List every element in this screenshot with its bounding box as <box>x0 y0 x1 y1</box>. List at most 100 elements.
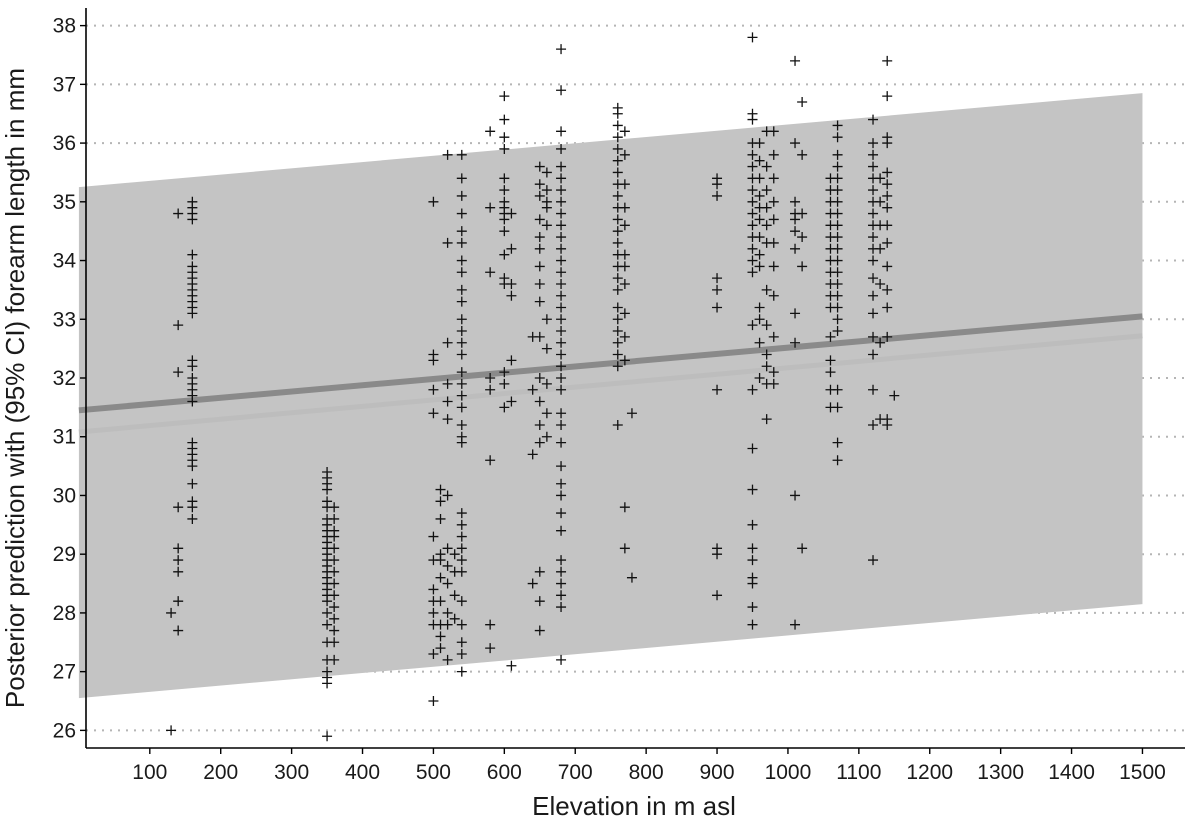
data-point <box>712 273 723 284</box>
data-point <box>747 443 758 454</box>
data-point <box>329 566 340 577</box>
x-tick-label: 500 <box>416 761 451 784</box>
data-point <box>485 455 496 466</box>
data-point <box>534 419 545 430</box>
data-point <box>556 232 567 243</box>
data-point <box>875 337 886 348</box>
data-point <box>868 290 879 301</box>
data-point <box>442 396 453 407</box>
data-point <box>754 261 765 272</box>
data-point <box>612 273 623 284</box>
data-point <box>456 378 467 389</box>
data-point <box>541 408 552 419</box>
data-point <box>442 619 453 630</box>
x-tick-label: 300 <box>274 761 309 784</box>
data-point <box>534 396 545 407</box>
data-point <box>612 190 623 201</box>
data-point <box>612 419 623 430</box>
data-point <box>506 660 517 671</box>
data-point <box>747 220 758 231</box>
data-point <box>485 126 496 137</box>
data-point <box>797 543 808 554</box>
data-point <box>832 267 843 278</box>
data-point <box>619 126 630 137</box>
data-point <box>456 237 467 248</box>
data-point <box>534 261 545 272</box>
data-point <box>435 643 446 654</box>
data-point <box>442 543 453 554</box>
data-point <box>442 237 453 248</box>
data-point <box>754 173 765 184</box>
data-point <box>832 255 843 266</box>
data-point <box>173 367 184 378</box>
data-point <box>456 255 467 266</box>
data-point <box>442 578 453 589</box>
data-point <box>556 566 567 577</box>
data-point <box>435 555 446 566</box>
data-point <box>556 161 567 172</box>
data-point <box>882 237 893 248</box>
data-point <box>747 484 758 495</box>
data-point <box>747 519 758 530</box>
data-point <box>768 149 779 160</box>
data-point <box>875 279 886 290</box>
data-point <box>832 302 843 313</box>
data-point <box>541 185 552 196</box>
data-point <box>485 619 496 630</box>
y-tick-label: 36 <box>53 132 76 155</box>
data-point <box>825 367 836 378</box>
data-point <box>612 337 623 348</box>
data-point <box>832 437 843 448</box>
data-point <box>882 331 893 342</box>
data-point <box>832 290 843 301</box>
data-point <box>499 367 510 378</box>
y-tick-label: 31 <box>53 426 76 449</box>
data-point <box>612 237 623 248</box>
data-point <box>322 731 333 742</box>
data-point <box>435 631 446 642</box>
x-tick-label: 1500 <box>1119 761 1166 784</box>
mean-trend-line <box>78 313 1143 414</box>
data-point <box>435 484 446 495</box>
data-point <box>456 173 467 184</box>
data-point <box>534 232 545 243</box>
data-point <box>485 384 496 395</box>
data-point <box>173 566 184 577</box>
data-point <box>619 149 630 160</box>
data-point <box>456 419 467 430</box>
x-tick-label: 1100 <box>836 761 881 784</box>
data-point <box>612 349 623 360</box>
y-axis-title: Posterior prediction with (95% CI) forea… <box>0 68 30 708</box>
data-point <box>541 378 552 389</box>
data-point <box>797 96 808 107</box>
data-point <box>612 214 623 225</box>
data-point <box>534 566 545 577</box>
data-point <box>825 331 836 342</box>
data-point <box>747 32 758 43</box>
data-point <box>790 337 801 348</box>
data-point <box>754 214 765 225</box>
data-point <box>499 226 510 237</box>
data-point <box>889 390 900 401</box>
data-point <box>612 132 623 143</box>
data-point <box>534 331 545 342</box>
data-point <box>556 478 567 489</box>
data-point <box>797 208 808 219</box>
data-point <box>187 478 198 489</box>
data-point <box>322 607 333 618</box>
data-point <box>768 261 779 272</box>
data-point <box>868 138 879 149</box>
data-point <box>868 161 879 172</box>
data-point <box>435 596 446 607</box>
data-point <box>797 232 808 243</box>
data-point <box>173 208 184 219</box>
data-point <box>556 555 567 566</box>
data-point <box>612 120 623 131</box>
x-tick-label: 1300 <box>977 761 1024 784</box>
data-point <box>882 202 893 213</box>
y-tick-label: 27 <box>53 661 76 684</box>
data-point <box>329 654 340 665</box>
data-point <box>619 543 630 554</box>
data-point <box>456 508 467 519</box>
data-point <box>712 284 723 295</box>
